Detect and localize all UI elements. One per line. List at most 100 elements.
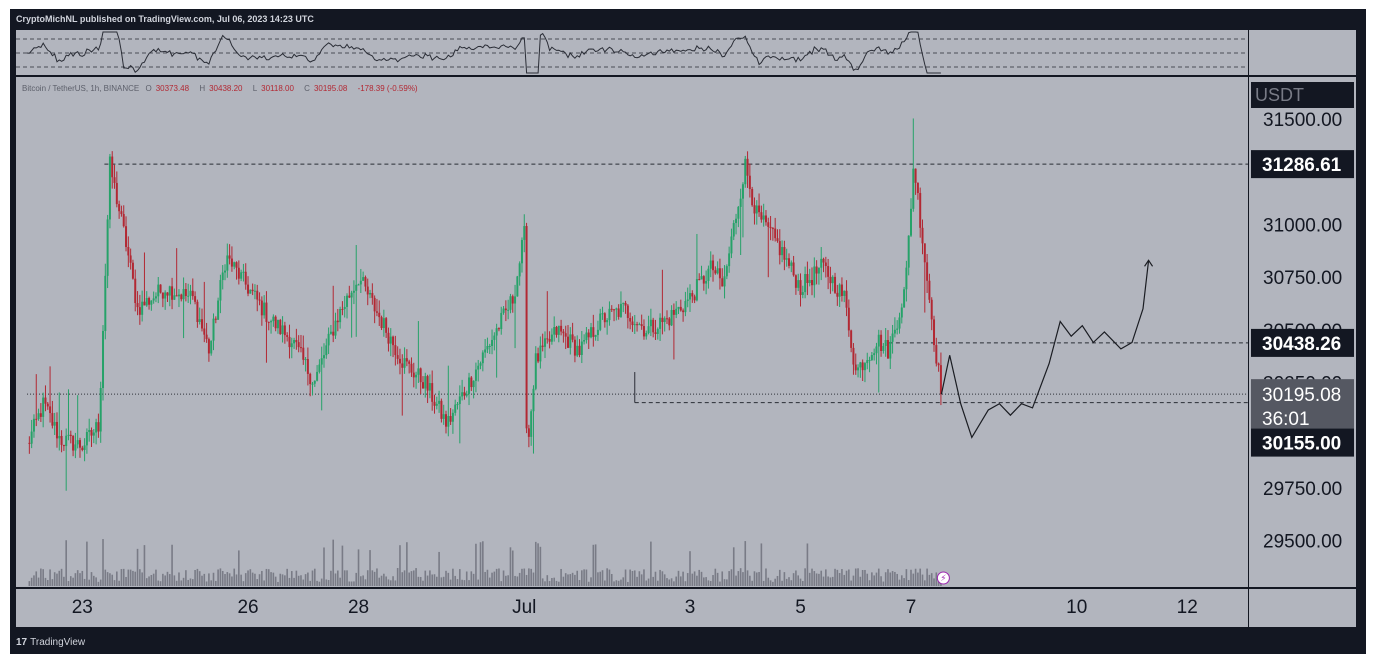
volume-bar [152,573,155,586]
candle [454,404,457,413]
volume-bar [859,576,862,586]
volume-bar [836,569,839,586]
candle [665,318,668,320]
candle [198,319,201,323]
volume-bar [553,577,555,586]
candle [37,413,40,419]
volume-bar [320,578,323,586]
candle [886,340,889,359]
candle [251,289,254,292]
candle [221,272,224,281]
time-axis[interactable] [16,589,1248,627]
volume-bar [576,570,579,586]
price-pane[interactable] [16,77,1248,587]
volume-bar [189,578,192,586]
volume-bar [106,572,109,586]
candle [108,156,111,220]
volume-bar [935,572,938,586]
candle [804,274,807,293]
candle [341,308,344,310]
candle [281,325,284,335]
candle [323,355,325,359]
volume-bar [534,541,537,586]
volume-bar [332,539,335,586]
candle [265,302,268,322]
volume-bar [74,573,77,586]
currency-selector[interactable]: USDT [1251,82,1354,108]
candle [758,205,761,213]
volume-bar [696,575,698,586]
volume-bar [788,577,790,586]
volume-bar [79,573,81,586]
volume-bar [511,550,514,586]
candle [852,347,855,365]
candle [919,192,922,228]
candle [214,318,217,320]
axis-labels-layer: 31500.0031000.0030750.0030500.0030250.00… [72,110,1343,618]
candle [389,336,392,344]
candle [371,292,374,298]
time-tick-label: 5 [795,597,806,618]
candle [771,228,774,230]
volume-bar [293,577,295,586]
volume-bar [348,581,351,586]
candle [813,266,816,286]
legend-close: 30195.08 [313,84,348,93]
volume-bar [615,580,618,586]
candle [102,330,105,389]
volume-bar [509,547,512,586]
time-tick-label: Jul [512,597,536,618]
candle [115,182,118,205]
volume-bar [426,575,429,586]
volume-bar [116,571,118,586]
volume-bar [523,568,526,586]
volume-bar [93,575,95,586]
volume-bar [102,539,104,586]
candle [288,336,291,348]
candle [497,328,500,330]
price-tag-label: 30155.00 [1262,434,1341,455]
candle [884,340,887,347]
volume-bar [58,570,61,586]
candle [649,319,652,327]
candle [95,422,98,433]
volume-bar [703,577,705,586]
volume-bar [502,570,505,586]
candle [642,326,645,337]
volume-bar [118,580,120,586]
candle [55,421,58,439]
volume-bar [482,541,484,586]
tradingview-logo-icon[interactable]: 17 [16,637,28,648]
candle [111,156,114,178]
candle [159,284,162,293]
volume-bar [624,569,627,586]
legend-high: 30438.20 [209,84,243,93]
axis-corner [1249,589,1356,627]
volume-bar [806,543,809,586]
volume-bar [712,575,714,586]
volume-bar [912,573,915,586]
candle [194,296,197,302]
volume-bar [129,569,132,586]
volume-bar [155,569,157,586]
candle [148,298,151,305]
volume-bar [627,581,629,586]
volume-bar [650,541,652,586]
time-tick-label: 23 [72,597,93,618]
candle [716,268,719,274]
volume-bar [168,574,171,586]
candle [707,268,710,281]
volume-bar [208,573,210,586]
candle [424,376,427,389]
footer-brand[interactable]: TradingView [30,637,86,648]
candle [509,296,512,310]
volume-bar [668,579,671,586]
volume-bar [933,578,935,586]
volume-bar [924,580,926,586]
volume-bar [445,570,447,586]
candle [817,267,820,274]
volume-bar [640,574,643,586]
candle [421,382,424,389]
volume-bar [53,572,56,586]
